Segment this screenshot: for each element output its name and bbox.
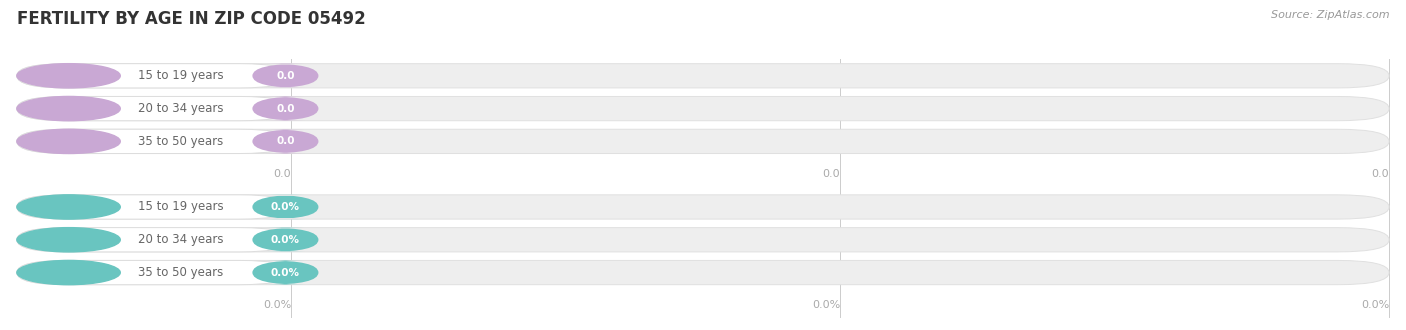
FancyBboxPatch shape: [17, 96, 1389, 121]
Text: 0.0%: 0.0%: [811, 300, 841, 310]
Text: 0.0%: 0.0%: [271, 202, 299, 212]
FancyBboxPatch shape: [253, 260, 318, 285]
Text: 20 to 34 years: 20 to 34 years: [138, 233, 224, 246]
Circle shape: [17, 96, 121, 121]
Text: 20 to 34 years: 20 to 34 years: [138, 102, 224, 115]
Text: 0.0: 0.0: [273, 169, 291, 179]
Circle shape: [17, 195, 121, 219]
Circle shape: [17, 228, 121, 252]
Text: FERTILITY BY AGE IN ZIP CODE 05492: FERTILITY BY AGE IN ZIP CODE 05492: [17, 10, 366, 28]
Text: 0.0%: 0.0%: [271, 268, 299, 278]
FancyBboxPatch shape: [17, 64, 1389, 88]
FancyBboxPatch shape: [17, 228, 291, 252]
FancyBboxPatch shape: [17, 96, 291, 121]
Text: 15 to 19 years: 15 to 19 years: [138, 69, 224, 82]
FancyBboxPatch shape: [253, 195, 318, 219]
FancyBboxPatch shape: [17, 260, 1389, 285]
FancyBboxPatch shape: [17, 64, 291, 88]
FancyBboxPatch shape: [17, 228, 1389, 252]
Text: 0.0: 0.0: [276, 71, 295, 81]
FancyBboxPatch shape: [253, 129, 318, 153]
FancyBboxPatch shape: [17, 129, 1389, 153]
Circle shape: [17, 129, 121, 153]
Text: 0.0: 0.0: [1371, 169, 1389, 179]
Text: 35 to 50 years: 35 to 50 years: [138, 266, 224, 279]
Text: 0.0: 0.0: [823, 169, 841, 179]
FancyBboxPatch shape: [253, 64, 318, 88]
Circle shape: [17, 260, 121, 285]
FancyBboxPatch shape: [17, 129, 291, 153]
Text: Source: ZipAtlas.com: Source: ZipAtlas.com: [1271, 10, 1389, 20]
Circle shape: [17, 64, 121, 88]
Text: 0.0%: 0.0%: [271, 235, 299, 245]
FancyBboxPatch shape: [17, 195, 291, 219]
Text: 0.0%: 0.0%: [1361, 300, 1389, 310]
Text: 0.0: 0.0: [276, 104, 295, 114]
FancyBboxPatch shape: [253, 96, 318, 121]
Text: 15 to 19 years: 15 to 19 years: [138, 200, 224, 214]
Text: 35 to 50 years: 35 to 50 years: [138, 135, 224, 148]
FancyBboxPatch shape: [17, 195, 1389, 219]
FancyBboxPatch shape: [17, 260, 291, 285]
Text: 0.0: 0.0: [276, 136, 295, 147]
FancyBboxPatch shape: [253, 228, 318, 252]
Text: 0.0%: 0.0%: [263, 300, 291, 310]
